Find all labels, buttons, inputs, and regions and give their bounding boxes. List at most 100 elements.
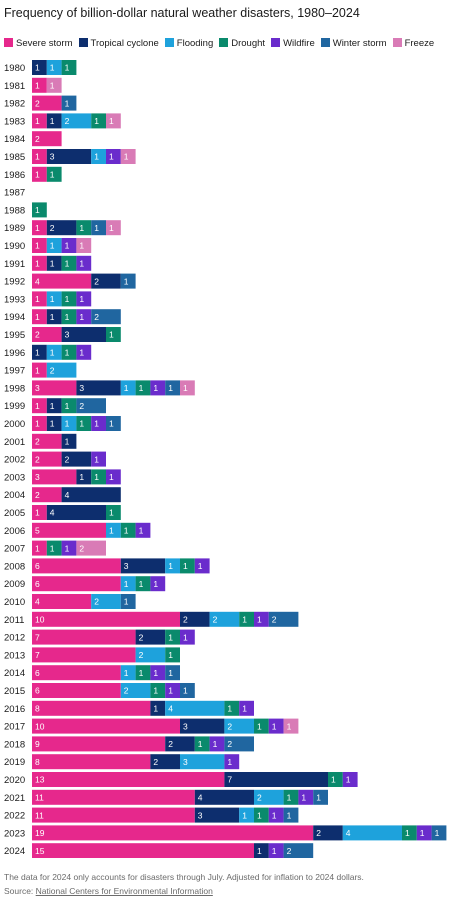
bar-value-label: 7: [227, 775, 232, 785]
bar-segment: [120, 665, 136, 681]
bar-segment: [32, 540, 47, 556]
bar-segment: [32, 665, 121, 681]
year-row: 1994 1 1 1 1 2: [4, 309, 121, 325]
bar-value-label: 2: [79, 401, 84, 411]
bar-segment: [32, 202, 47, 218]
bar-segment: [32, 789, 195, 805]
bar-value-label: 1: [35, 543, 40, 553]
year-row: 2007 1 1 1 2: [4, 540, 106, 556]
year-row: 1997 1 2: [4, 362, 77, 378]
bar-segment: [180, 611, 210, 627]
bar-value-label: 4: [35, 597, 40, 607]
bar-segment: [106, 149, 121, 164]
bar-value-label: 2: [316, 828, 321, 838]
bar-segment: [239, 611, 254, 627]
bar-value-label: 2: [257, 793, 262, 803]
bar-segment: [61, 309, 77, 325]
bar-segment: [150, 754, 180, 770]
bar-value-label: 2: [168, 739, 173, 749]
year-label: 1984: [4, 134, 25, 145]
bar-value-label: 3: [183, 757, 188, 767]
year-row: 2009 6 1 1 1: [4, 576, 166, 592]
bar-value-label: 1: [50, 312, 55, 322]
bar-value-label: 2: [227, 739, 232, 749]
bar-value-label: 1: [35, 63, 40, 73]
year-label: 2017: [4, 722, 25, 733]
bar-value-label: 1: [50, 419, 55, 429]
bar-value-label: 9: [35, 739, 40, 749]
bar-value-label: 3: [65, 330, 70, 340]
year-label: 1990: [4, 241, 25, 252]
bar-segment: [46, 149, 92, 164]
source-link[interactable]: National Centers for Environmental Infor…: [35, 886, 213, 896]
bar-value-label: 1: [94, 419, 99, 429]
bar-value-label: 1: [109, 472, 114, 482]
bar-value-label: 1: [124, 152, 129, 162]
bar-segment: [106, 113, 121, 129]
bar-segment: [61, 60, 77, 75]
bar-segment: [120, 576, 136, 592]
bar-segment: [165, 647, 180, 663]
bar-segment: [106, 522, 121, 538]
year-label: 2012: [4, 633, 25, 644]
bar-value-label: 2: [35, 437, 40, 447]
bar-segment: [76, 291, 92, 307]
bar-segment: [32, 362, 47, 378]
year-row: 1993 1 1 1 1: [4, 291, 92, 307]
bar-segment: [32, 149, 47, 164]
bar-value-label: 1: [168, 632, 173, 642]
bar-value-label: 1: [65, 241, 70, 251]
bar-segment: [165, 380, 180, 396]
bar-value-label: 1: [65, 98, 70, 108]
bar-segment: [254, 807, 269, 823]
source-prefix: Source:: [4, 886, 36, 896]
bar-value-label: 1: [168, 668, 173, 678]
bar-segment: [91, 416, 106, 431]
bar-value-label: 13: [35, 775, 45, 785]
year-row: 1990 1 1 1 1: [4, 238, 92, 253]
bar-segment: [46, 77, 62, 93]
year-label: 2000: [4, 419, 25, 430]
year-row: 1981 1 1: [4, 77, 62, 93]
bar-segment: [32, 309, 47, 325]
year-label: 1992: [4, 277, 25, 288]
year-label: 2021: [4, 793, 25, 804]
year-row: 2024 15 1 1 2: [4, 843, 314, 858]
bar-value-label: 1: [79, 419, 84, 429]
bar-segment: [209, 736, 225, 752]
year-label: 2015: [4, 686, 25, 697]
year-row: 1991 1 1 1 1: [4, 255, 92, 271]
bar-value-label: 2: [94, 312, 99, 322]
bar-segment: [61, 416, 77, 431]
bar-value-label: 1: [183, 383, 188, 393]
bar-segment: [76, 540, 106, 556]
bar-value-label: 1: [124, 383, 129, 393]
year-row: 1998 3 3 1 1 1 1 1: [4, 380, 195, 396]
year-label: 2022: [4, 811, 25, 822]
bar-segment: [61, 344, 77, 360]
year-label: 1981: [4, 81, 25, 92]
bar-segment: [313, 825, 343, 841]
bar-segment: [32, 220, 47, 236]
year-label: 2008: [4, 561, 25, 572]
bar-segment: [254, 789, 284, 805]
year-label: 2009: [4, 579, 25, 590]
bar-value-label: 19: [35, 828, 45, 838]
bar-value-label: 2: [35, 490, 40, 500]
bar-segment: [32, 825, 314, 841]
year-row: 1999 1 1 1 2: [4, 398, 106, 414]
bar-segment: [46, 220, 77, 236]
bar-value-label: 1: [331, 775, 336, 785]
bar-value-label: 1: [124, 579, 129, 589]
bar-segment: [76, 309, 92, 325]
bar-value-label: 1: [35, 401, 40, 411]
bar-segment: [76, 469, 92, 485]
bar-segment: [135, 647, 166, 663]
bar-segment: [46, 540, 62, 556]
bar-segment: [32, 683, 121, 698]
bar-segment: [254, 611, 269, 627]
bar-value-label: 1: [50, 116, 55, 126]
bar-value-label: 1: [50, 294, 55, 304]
bar-value-label: 1: [35, 419, 40, 429]
year-row: 1989 1 2 1 1 1: [4, 220, 121, 236]
